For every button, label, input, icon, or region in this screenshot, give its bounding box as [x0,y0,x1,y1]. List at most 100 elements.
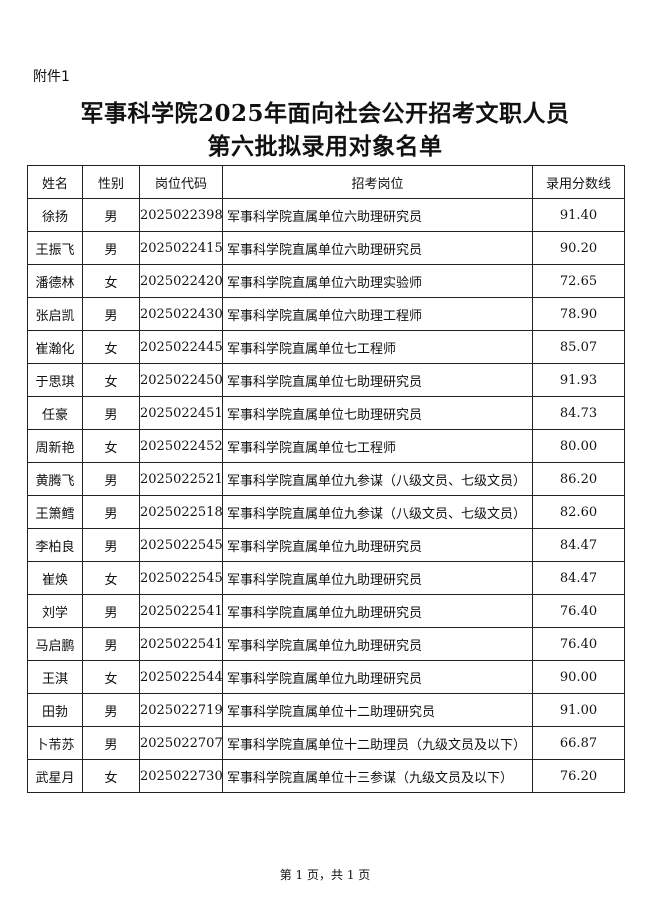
table-header-row: 姓名 性别 岗位代码 招考岗位 录用分数线 [27,165,625,199]
cell-gender: 男 [82,198,140,232]
cell-position: 军事科学院直属单位九助理研究员 [222,561,533,595]
cell-score: 76.20 [532,759,625,793]
cell-gender: 男 [82,627,140,661]
table-row: 黄腾飞男 2025022521 军事科学院直属单位九参谋（八级文员、七级文员） 86.… [27,462,625,496]
cell-position: 军事科学院直属单位十三参谋（九级文员及以下） [222,759,533,793]
cell-name: 刘学 [27,594,83,628]
cell-name: 张启凯 [27,297,83,331]
cell-position-code: 2025022451 [139,396,223,430]
table-row: 周新艳女 2025022452 军事科学院直属单位七工程师 80.00 [27,429,625,463]
cell-gender: 女 [82,561,140,595]
cell-gender: 女 [82,330,140,364]
cell-name: 任豪 [27,396,83,430]
cell-position: 军事科学院直属单位七助理研究员 [222,363,533,397]
cell-gender: 女 [82,429,140,463]
cell-score: 86.20 [532,462,625,496]
cell-gender: 男 [82,396,140,430]
cell-position-code: 2025022719 [139,693,223,727]
header-position-code: 岗位代码 [139,165,223,199]
cell-gender: 男 [82,462,140,496]
attachment-label: 附件1 [33,69,70,85]
table-row: 田勃男 2025022719 军事科学院直属单位十二助理研究员 91.00 [27,693,625,727]
cell-gender: 男 [82,231,140,265]
header-name: 姓名 [27,165,83,199]
cell-name: 王振飞 [27,231,83,265]
cell-score: 76.40 [532,627,625,661]
table-row: 武星月女 2025022730 军事科学院直属单位十三参谋（九级文员及以下） 76.2… [27,759,625,793]
cell-score: 90.20 [532,231,625,265]
cell-position: 军事科学院直属单位九助理研究员 [222,660,533,694]
candidate-table: 姓名 性别 岗位代码 招考岗位 录用分数线 徐扬男 2025022398 军事科学院… [27,165,625,793]
cell-position-code: 2025022541 [139,627,223,661]
table-row: 马启鹏男 2025022541 军事科学院直属单位九助理研究员 76.40 [27,627,625,661]
cell-position: 军事科学院直属单位九参谋（八级文员、七级文员） [222,495,533,529]
cell-gender: 女 [82,660,140,694]
header-score: 录用分数线 [532,165,625,199]
cell-position: 军事科学院直属单位九参谋（八级文员、七级文员） [222,462,533,496]
cell-name: 田勃 [27,693,83,727]
cell-position-code: 2025022544 [139,660,223,694]
table-row: 徐扬男 2025022398 军事科学院直属单位六助理研究员 91.40 [27,198,625,232]
cell-gender: 男 [82,726,140,760]
cell-gender: 男 [82,594,140,628]
table-row: 刘学男 2025022541 军事科学院直属单位九助理研究员 76.40 [27,594,625,628]
header-position: 招考岗位 [222,165,533,199]
cell-gender: 男 [82,297,140,331]
table-row: 王淇女 2025022544 军事科学院直属单位九助理研究员 90.00 [27,660,625,694]
cell-gender: 女 [82,363,140,397]
cell-score: 84.47 [532,561,625,595]
cell-position: 军事科学院直属单位九助理研究员 [222,594,533,628]
cell-name: 马启鹏 [27,627,83,661]
cell-position-code: 2025022545 [139,561,223,595]
cell-position: 军事科学院直属单位六助理研究员 [222,231,533,265]
cell-position: 军事科学院直属单位九助理研究员 [222,627,533,661]
cell-score: 66.87 [532,726,625,760]
cell-name: 卜芾苏 [27,726,83,760]
page-subtitle: 第六批拟录用对象名单 [207,133,443,160]
header-gender: 性别 [82,165,140,199]
cell-position: 军事科学院直属单位十二助理员（九级文员及以下） [222,726,533,760]
cell-position-code: 2025022398 [139,198,223,232]
cell-name: 潘德林 [27,264,83,298]
table-row: 王振飞男 2025022415 军事科学院直属单位六助理研究员 90.20 [27,231,625,265]
cell-name: 徐扬 [27,198,83,232]
cell-score: 84.47 [532,528,625,562]
cell-score: 84.73 [532,396,625,430]
cell-position-code: 2025022450 [139,363,223,397]
cell-name: 武星月 [27,759,83,793]
cell-score: 85.07 [532,330,625,364]
cell-score: 72.65 [532,264,625,298]
cell-position: 军事科学院直属单位七工程师 [222,429,533,463]
cell-name: 崔瀚化 [27,330,83,364]
cell-name: 黄腾飞 [27,462,83,496]
cell-position-code: 2025022420 [139,264,223,298]
cell-position-code: 2025022518 [139,495,223,529]
cell-position-code: 2025022415 [139,231,223,265]
cell-position-code: 2025022541 [139,594,223,628]
cell-gender: 男 [82,495,140,529]
cell-position-code: 2025022707 [139,726,223,760]
cell-score: 76.40 [532,594,625,628]
table-row: 任豪男 2025022451 军事科学院直属单位七助理研究员 84.73 [27,396,625,430]
cell-name: 崔焕 [27,561,83,595]
cell-position-code: 2025022452 [139,429,223,463]
cell-name: 王淇 [27,660,83,694]
cell-position: 军事科学院直属单位六助理研究员 [222,198,533,232]
cell-position: 军事科学院直属单位六助理工程师 [222,297,533,331]
table-row: 于思琪女 2025022450 军事科学院直属单位七助理研究员 91.93 [27,363,625,397]
page-title: 军事科学院2025年面向社会公开招考文职人员 [80,100,570,127]
cell-position-code: 2025022445 [139,330,223,364]
cell-position: 军事科学院直属单位六助理实验师 [222,264,533,298]
cell-gender: 男 [82,528,140,562]
cell-name: 王箫鳕 [27,495,83,529]
cell-position: 军事科学院直属单位九助理研究员 [222,528,533,562]
cell-score: 91.40 [532,198,625,232]
cell-position-code: 2025022430 [139,297,223,331]
cell-name: 李柏良 [27,528,83,562]
cell-name: 于思琪 [27,363,83,397]
cell-position-code: 2025022730 [139,759,223,793]
table-row: 崔焕女 2025022545 军事科学院直属单位九助理研究员 84.47 [27,561,625,595]
cell-gender: 女 [82,264,140,298]
cell-score: 90.00 [532,660,625,694]
cell-position: 军事科学院直属单位七工程师 [222,330,533,364]
